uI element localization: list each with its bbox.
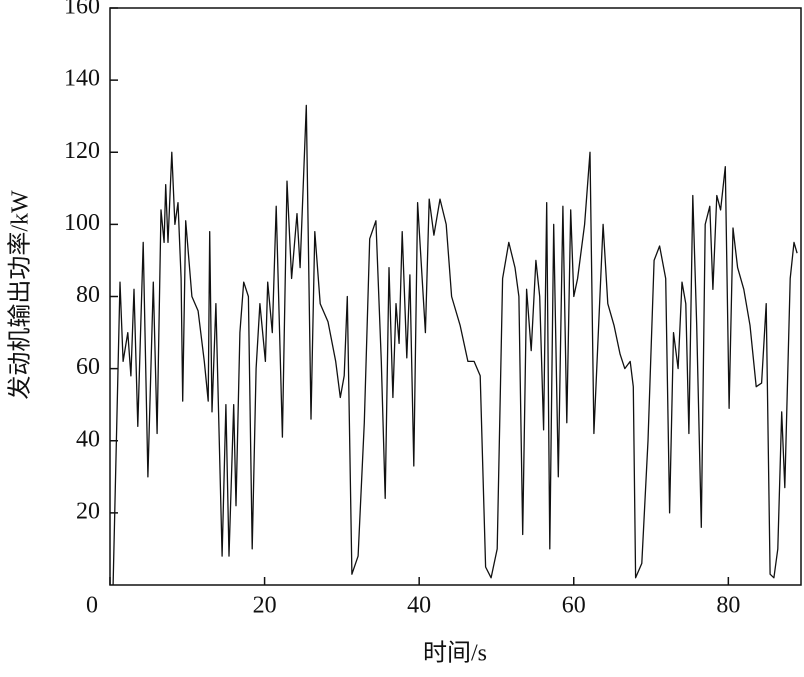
x-tick-label: 60 xyxy=(562,593,586,619)
y-tick-label: 140 xyxy=(64,66,100,92)
y-tick-label: 120 xyxy=(64,138,100,164)
x-axis-label: 时间/s xyxy=(423,640,487,667)
plot-frame xyxy=(109,7,802,586)
y-tick-label: 100 xyxy=(64,210,100,236)
y-tick-label: 80 xyxy=(76,282,100,308)
x-tick-label: 80 xyxy=(716,593,740,619)
data-line xyxy=(112,104,798,586)
x-tick-label: 20 xyxy=(253,593,277,619)
x-tick-label: 40 xyxy=(407,593,431,619)
y-tick-label: 60 xyxy=(76,354,100,380)
y-tick-label: 160 xyxy=(64,0,100,20)
y-tick-label: 40 xyxy=(76,426,100,452)
y-tick-label: 20 xyxy=(76,498,100,524)
y-axis-label: 发动机输出功率/kW xyxy=(7,190,34,400)
x-tick-label: 0 xyxy=(86,593,98,619)
